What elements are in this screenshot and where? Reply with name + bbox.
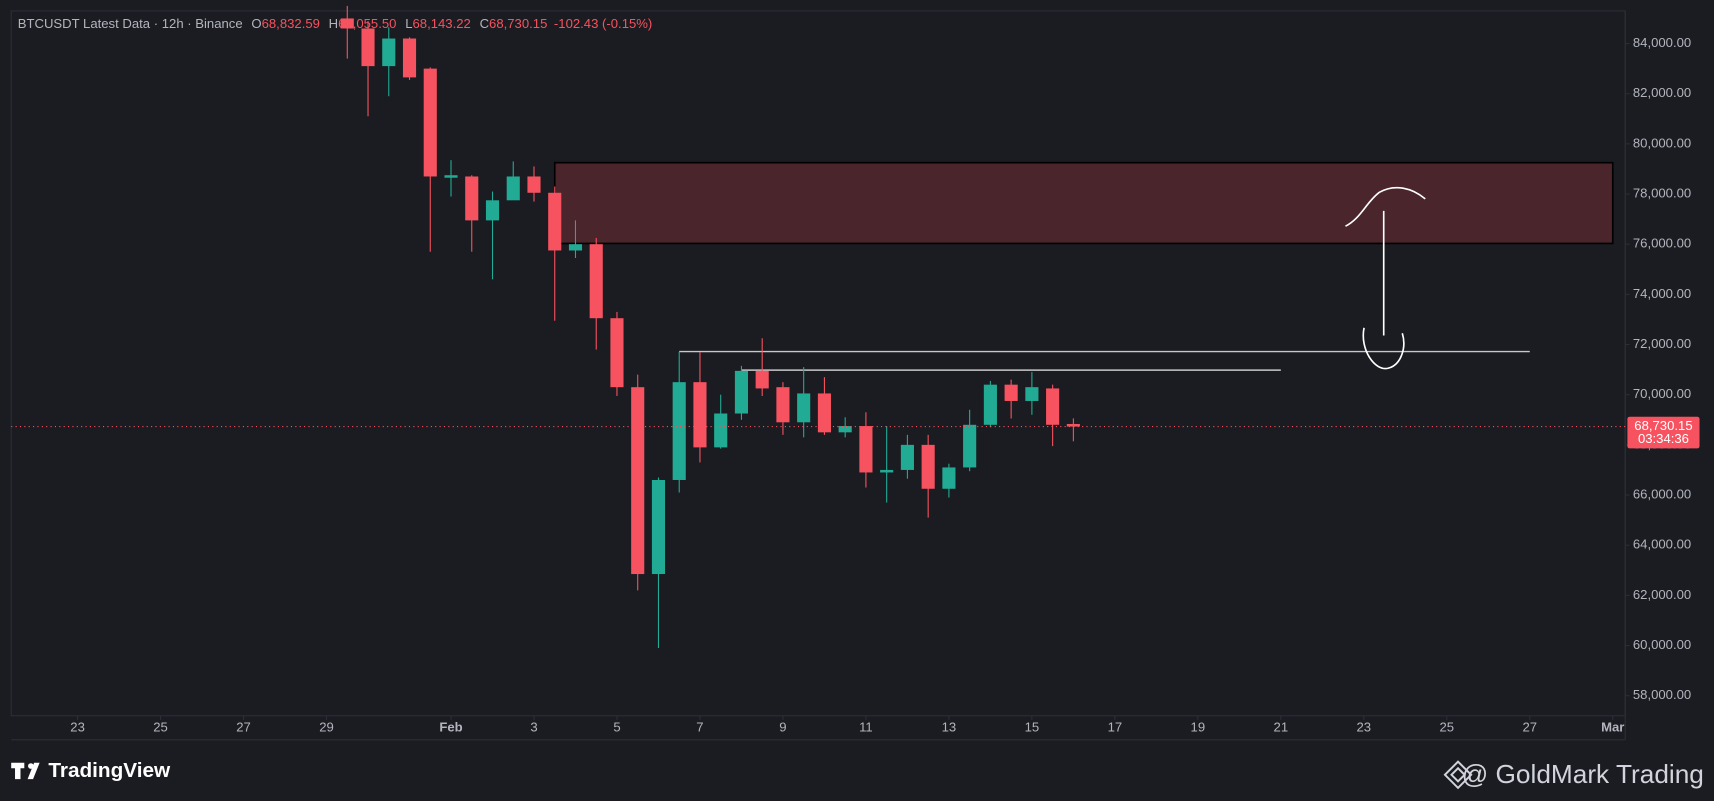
x-tick-label: 23 [1357,719,1372,734]
x-tick-label: 11 [859,719,873,734]
candle-body [963,424,977,468]
candle-body [548,192,562,251]
ohlc-value: 68,143.22 [413,17,471,32]
candle-body [817,393,831,433]
y-tick-label: 72,000.00 [1633,336,1691,351]
y-tick-label: 60,000.00 [1633,637,1691,652]
candle-body [651,479,666,575]
candle-body [900,444,914,470]
ohlc-value: 68,730.15 [489,17,547,32]
y-tick-label: 74,000.00 [1633,286,1691,301]
x-tick-label: 27 [1522,719,1537,734]
symbol: BTCUSDT Latest Data · 12h · Binance [18,17,243,32]
y-tick-label: 58,000.00 [1633,687,1691,702]
countdown: 03:34:36 [1638,431,1689,446]
x-tick-label: 21 [1274,719,1289,734]
y-tick-label: 84,000.00 [1633,35,1691,50]
watermark-icon [1443,760,1473,790]
last-price-label: 68,730.15 [1634,418,1692,433]
candle-body [693,382,707,448]
ohlc-label: L [405,17,412,32]
x-tick-label: 29 [319,719,334,734]
y-tick-label: 64,000.00 [1633,537,1691,552]
watermark: @ GoldMark Trading [1462,759,1704,789]
x-tick-label: 27 [236,719,251,734]
candle-body [859,426,873,473]
brand: TradingView [48,759,171,782]
logo-dot [28,763,34,769]
plot-area [10,10,1626,717]
candle-body [402,38,417,78]
candle-body [942,467,956,489]
tradingview-logo: TradingView [11,759,171,782]
marks: 58,000.00 60,000.00 62,000.00 64,000.00 66,0… [11,5,1691,734]
ohlc-value: 69,055.50 [338,17,396,32]
y-tick-label: 70,000.00 [1633,386,1691,401]
hand-drawn-arc [1345,186,1426,227]
candle-body [1046,388,1060,425]
ohlc-value: 68,832.59 [262,17,320,32]
candle-body [444,175,458,178]
candle-body [340,18,354,29]
x-tick-label: 25 [1440,719,1455,734]
candle-body [983,384,997,425]
x-tick-label: 25 [153,719,168,734]
x-tick-label: Mar [1601,719,1624,734]
candle-body [755,370,769,389]
ohlc-label: C [480,17,489,32]
y-tick-label: 76,000.00 [1633,236,1691,251]
candle-body [610,318,624,388]
y-tick-label: 80,000.00 [1633,135,1691,150]
x-tick-label: 3 [530,719,537,734]
x-tick-label: 15 [1025,719,1040,734]
last-price-box [1627,416,1700,449]
x-tick-label: 7 [696,719,703,734]
candle-body [568,244,583,251]
candle-body [361,28,375,67]
y-tick-label: 62,000.00 [1633,587,1691,602]
y-tick-label: 78,000.00 [1633,186,1691,201]
resistance-zone [553,161,1614,245]
candle-body [589,244,603,319]
x-tick-label: 23 [70,719,85,734]
hand-drawn-hook [1362,327,1405,370]
ohlc-label: O [251,17,261,32]
candle-body [797,393,811,423]
candle-body [506,176,520,201]
candle-body [1004,384,1018,401]
candle-body [714,413,728,448]
x-tick-label: 19 [1191,719,1206,734]
candle-body [921,444,935,489]
x-tick-label: 17 [1108,719,1123,734]
legend-header: BTCUSDT Latest Data · 12h · Binance O68,8… [18,17,653,32]
candle-body [465,176,479,221]
ohlc-label: H [329,17,338,32]
candle-body [880,469,894,473]
candle-body [672,382,686,480]
y-tick-label: 66,000.00 [1633,487,1691,502]
candle-body [527,176,541,193]
candle-body [1025,387,1039,401]
x-tick-label: 5 [613,719,620,734]
candle-body [423,68,437,177]
x-tick-label: Feb [439,719,462,734]
change: -102.43 (-0.15%) [554,17,652,32]
x-tick-label: 13 [942,719,957,734]
candle-body [485,200,500,221]
candle-body [1066,423,1080,427]
candle-body [382,38,396,67]
candle-body [631,387,645,575]
candle-body [838,426,852,433]
candle-body [734,370,749,414]
x-tick-label: 9 [779,719,786,734]
y-tick-label: 82,000.00 [1633,85,1691,100]
candle-body [776,387,790,423]
